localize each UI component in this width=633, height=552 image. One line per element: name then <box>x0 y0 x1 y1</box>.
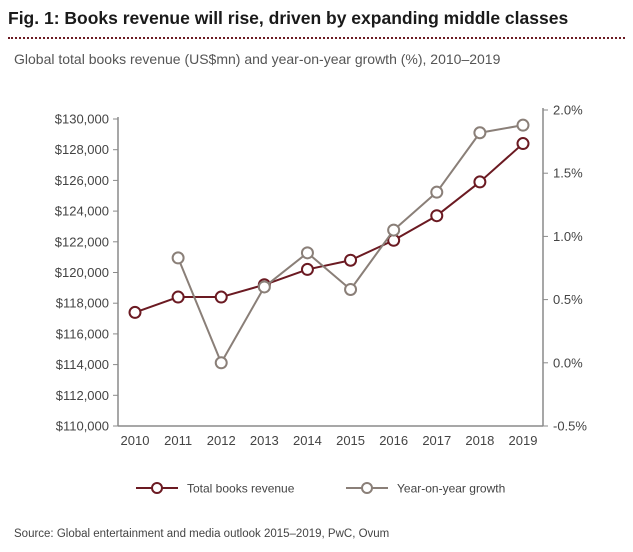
x-axis-tick-label: 2014 <box>293 433 322 448</box>
data-point-total-books-revenue <box>128 305 142 319</box>
right-axis-tick-label: 0.0% <box>553 355 583 370</box>
legend-marker-total-books-revenue <box>151 482 163 494</box>
data-point-year-on-year-growth <box>344 282 358 296</box>
data-point-total-books-revenue <box>430 209 444 223</box>
data-point-year-on-year-growth <box>300 246 314 260</box>
x-axis-tick-label: 2018 <box>465 433 494 448</box>
data-point-total-books-revenue <box>344 253 358 267</box>
title-divider <box>8 37 625 39</box>
left-axis-tick-label: $122,000 <box>55 234 109 249</box>
chart-title: Fig. 1: Books revenue will rise, driven … <box>8 8 569 28</box>
legend-label-total-books-revenue: Total books revenue <box>187 482 295 496</box>
left-axis-tick-label: $128,000 <box>55 142 109 157</box>
left-axis-tick-label: $114,000 <box>56 357 109 372</box>
data-point-year-on-year-growth <box>516 118 530 132</box>
right-axis-tick-label: 1.0% <box>553 229 583 244</box>
legend-label-year-on-year-growth: Year-on-year growth <box>397 482 505 496</box>
data-point-year-on-year-growth <box>473 126 487 140</box>
left-axis-tick-label: $130,000 <box>55 112 109 127</box>
x-axis-tick-label: 2013 <box>250 433 279 448</box>
data-point-total-books-revenue <box>516 137 530 151</box>
data-point-total-books-revenue <box>473 175 487 189</box>
x-axis-tick-label: 2019 <box>509 433 538 448</box>
data-point-year-on-year-growth <box>214 356 228 370</box>
chart-subtitle: Global total books revenue (US$mn) and y… <box>14 51 501 67</box>
left-axis-tick-label: $120,000 <box>55 265 109 280</box>
x-axis-tick-label: 2010 <box>121 433 150 448</box>
right-axis-tick-label: -0.5% <box>553 419 587 434</box>
data-point-total-books-revenue <box>214 290 228 304</box>
left-axis-tick-label: $126,000 <box>55 173 109 188</box>
x-axis-tick-label: 2017 <box>422 433 451 448</box>
series-line-year-on-year-growth <box>177 124 524 364</box>
right-axis-tick-label: 1.5% <box>553 166 583 181</box>
data-point-year-on-year-growth <box>387 223 401 237</box>
x-axis-tick-label: 2016 <box>379 433 408 448</box>
right-axis-tick-label: 2.0% <box>553 103 583 118</box>
left-axis-tick-label: $112,000 <box>56 388 109 403</box>
left-axis-tick-label: $124,000 <box>55 204 109 219</box>
source-note: Source: Global entertainment and media o… <box>14 528 390 540</box>
left-axis-tick-label: $118,000 <box>56 296 109 311</box>
data-point-year-on-year-growth <box>171 251 185 265</box>
legend-marker-year-on-year-growth <box>361 482 373 494</box>
x-axis-tick-label: 2015 <box>336 433 365 448</box>
data-point-year-on-year-growth <box>430 185 444 199</box>
x-axis-tick-label: 2011 <box>164 433 192 448</box>
right-axis-tick-label: 0.5% <box>553 292 583 307</box>
left-axis-tick-label: $110,000 <box>56 419 109 434</box>
data-point-year-on-year-growth <box>257 280 271 294</box>
left-axis-tick-label: $116,000 <box>56 326 109 341</box>
data-point-total-books-revenue <box>300 262 314 276</box>
data-point-total-books-revenue <box>171 290 185 304</box>
x-axis-tick-label: 2012 <box>207 433 236 448</box>
series-line-total-books-revenue <box>134 142 524 314</box>
